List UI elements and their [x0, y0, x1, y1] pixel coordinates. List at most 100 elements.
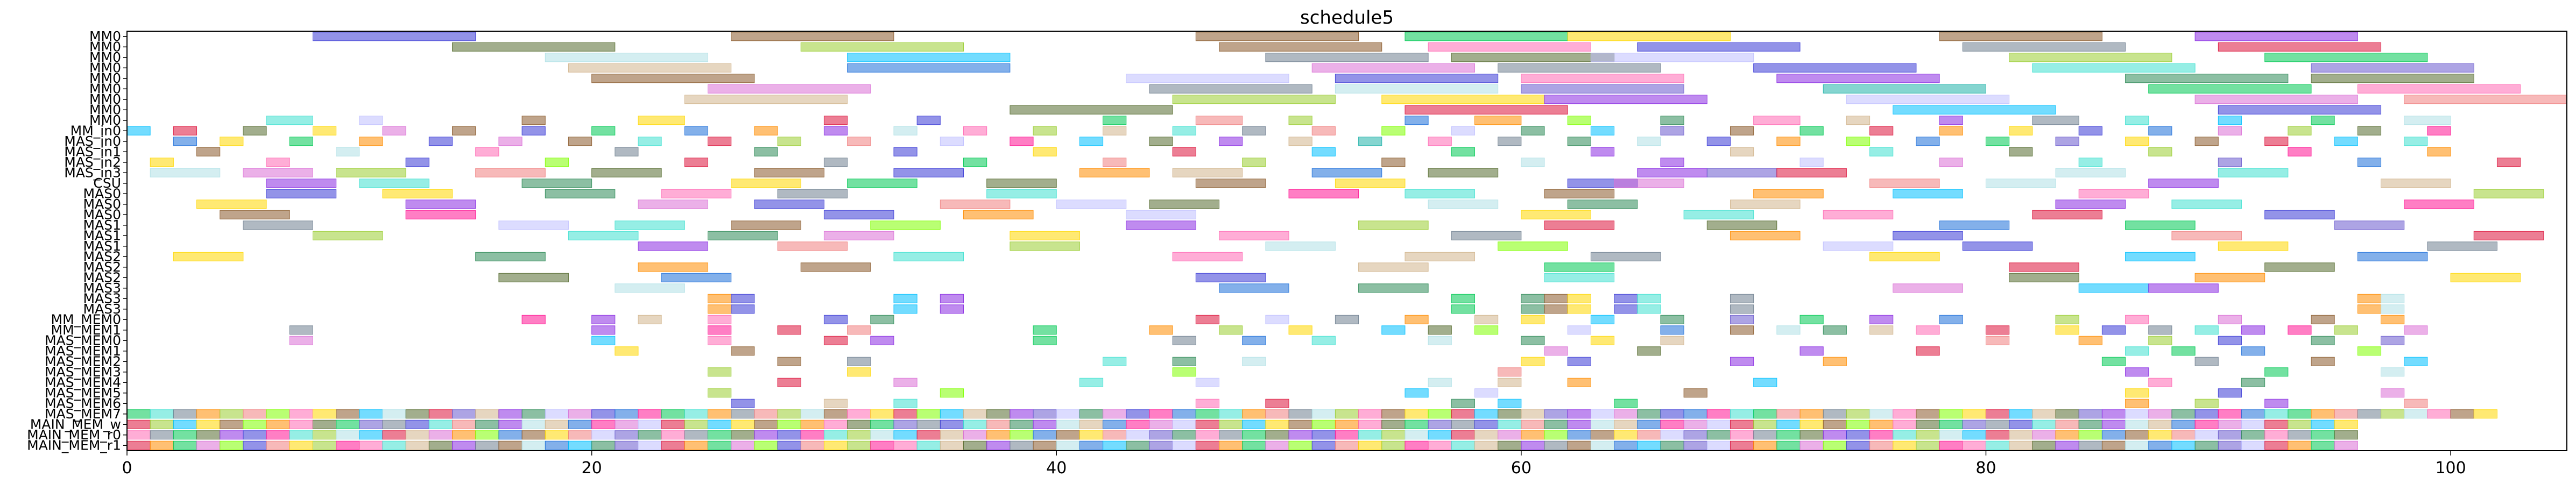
task-bar — [823, 126, 848, 136]
task-bar — [1195, 419, 1220, 429]
task-bar — [800, 409, 824, 419]
task-bar — [1498, 409, 1522, 419]
task-bar — [1823, 325, 1847, 335]
task-bar — [1172, 95, 1336, 104]
task-bar — [2194, 398, 2219, 408]
task-bar — [2450, 273, 2521, 282]
task-bar — [405, 440, 429, 450]
task-bar — [173, 440, 197, 450]
task-bar — [870, 336, 894, 345]
task-bar — [1614, 179, 1684, 188]
task-bar — [2334, 440, 2358, 450]
task-bar — [1195, 179, 1266, 188]
task-bar — [2055, 200, 2126, 209]
task-bar — [1079, 378, 1104, 387]
task-bar — [1660, 116, 1684, 125]
task-bar — [1172, 430, 1196, 440]
task-bar — [1544, 95, 1707, 104]
task-bar — [823, 336, 848, 345]
task-bar — [2194, 273, 2266, 282]
task-bar — [220, 440, 244, 450]
task-bar — [1288, 116, 1312, 125]
task-bar — [1869, 252, 1940, 261]
task-bar — [1544, 430, 1568, 440]
task-bar — [1474, 315, 1499, 324]
task-bar — [2288, 325, 2312, 335]
task-bar — [1893, 440, 1917, 450]
task-bar — [475, 430, 499, 440]
task-bar — [1753, 409, 1777, 419]
task-bar — [893, 294, 918, 303]
task-bar — [1010, 105, 1173, 115]
task-bar — [2194, 440, 2219, 450]
task-bar — [1219, 283, 1289, 293]
y-tick-label: MAS1 — [83, 227, 121, 243]
task-bar — [2496, 158, 2521, 167]
task-bar — [1405, 189, 1475, 198]
task-bar — [731, 32, 894, 41]
task-bar — [2311, 409, 2335, 419]
task-bar — [1103, 357, 1127, 366]
task-bar — [963, 126, 987, 136]
task-bar — [2334, 325, 2358, 335]
task-bar — [1219, 440, 1243, 450]
task-bar — [173, 430, 197, 440]
task-bar — [1799, 409, 1824, 419]
task-bar — [940, 388, 964, 398]
task-bar — [1381, 440, 1406, 450]
task-bar — [870, 409, 894, 419]
task-bar — [2009, 409, 2033, 419]
task-bar — [1637, 294, 1661, 303]
task-bar — [2078, 409, 2102, 419]
task-bar — [1521, 210, 1591, 219]
task-bar — [754, 419, 778, 429]
task-bar — [823, 398, 848, 408]
task-bar — [1799, 440, 1824, 450]
task-bar — [1474, 440, 1499, 450]
task-bar — [475, 409, 499, 419]
task-bar — [661, 430, 685, 440]
task-bar — [1660, 409, 1684, 419]
task-bar — [661, 419, 685, 429]
task-bar — [1172, 419, 1196, 429]
task-bar — [1869, 315, 1894, 324]
task-bar — [2357, 84, 2521, 94]
task-bar — [1939, 158, 1963, 167]
task-bar — [1288, 409, 1312, 419]
task-bar — [940, 409, 964, 419]
task-bar — [1869, 179, 1940, 188]
task-bar — [2404, 357, 2428, 366]
task-bar — [243, 409, 267, 419]
task-bar — [521, 419, 546, 429]
y-tick-label: MAS2 — [83, 269, 121, 285]
task-bar — [266, 440, 290, 450]
task-bar — [2055, 409, 2079, 419]
task-bar — [1265, 53, 1429, 62]
task-bar — [708, 409, 732, 419]
task-bar — [1544, 273, 1615, 282]
task-bar — [1451, 53, 1615, 62]
task-bar — [2125, 220, 2196, 230]
task-bar — [405, 419, 429, 429]
task-bar — [1614, 398, 1638, 408]
task-bar — [1753, 189, 1824, 198]
task-bar — [568, 63, 732, 73]
task-bar — [2171, 200, 2242, 209]
task-bar — [2241, 419, 2266, 429]
task-bar — [1730, 126, 1754, 136]
task-bar — [731, 304, 755, 314]
task-bar — [382, 440, 406, 450]
task-bar — [2404, 116, 2451, 125]
task-bar — [2125, 346, 2149, 356]
task-bar — [1939, 419, 1963, 429]
task-bar — [1567, 325, 1591, 335]
task-bar — [2032, 419, 2056, 429]
task-bar — [2357, 304, 2382, 314]
task-bar — [1776, 430, 1801, 440]
task-bar — [1474, 430, 1499, 440]
task-bar — [1939, 220, 2010, 230]
task-bar — [1985, 336, 2010, 345]
task-bar — [266, 179, 337, 188]
task-bar — [1637, 440, 1661, 450]
task-bar — [1172, 147, 1196, 156]
